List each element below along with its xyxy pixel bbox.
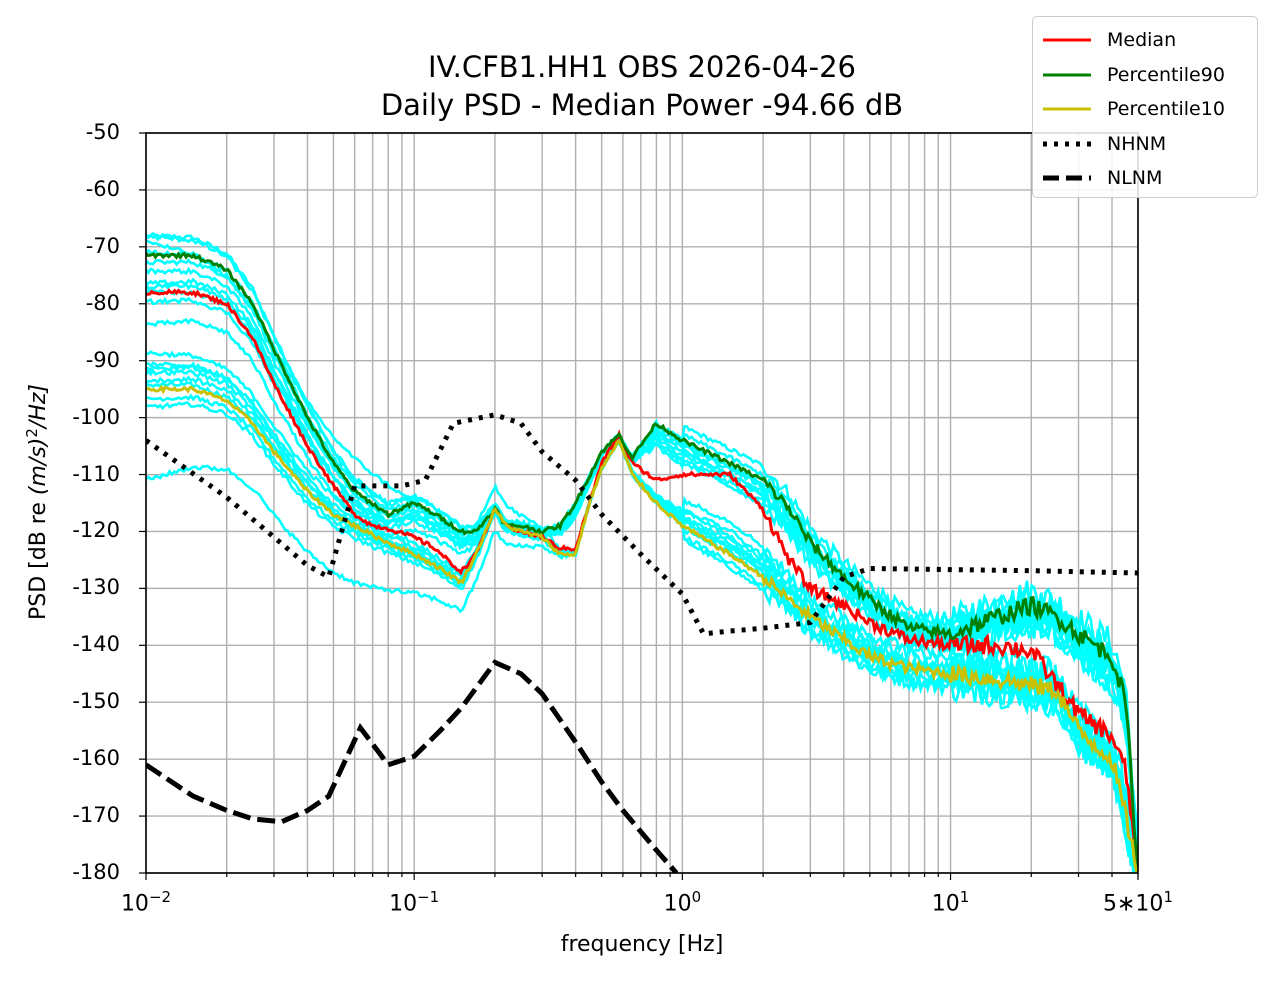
legend-swatch bbox=[1043, 141, 1091, 146]
psd-trace bbox=[146, 288, 1138, 866]
y-tick-label: -100 bbox=[72, 404, 120, 429]
psd-trace bbox=[146, 258, 1138, 862]
y-axis-label: PSD [dB re (m/s)2/Hz] bbox=[22, 383, 52, 621]
x-tick-label: 10−1 bbox=[389, 888, 440, 917]
trace-group bbox=[146, 231, 1138, 873]
legend-swatch bbox=[1043, 175, 1091, 181]
series-nhnm-line bbox=[146, 412, 1138, 637]
y-tick-label: -140 bbox=[72, 632, 120, 657]
series-nlnm-line bbox=[146, 659, 679, 873]
series-group bbox=[146, 251, 1138, 873]
series-percentile10-line bbox=[146, 384, 1138, 873]
legend-swatch bbox=[1043, 38, 1091, 42]
y-tick-label: -130 bbox=[72, 575, 120, 600]
y-tick-label: -90 bbox=[85, 347, 120, 372]
psd-trace bbox=[146, 233, 1138, 854]
x-tick-label: 10−2 bbox=[120, 888, 172, 917]
legend-swatch bbox=[1043, 73, 1091, 76]
legend-label: NHNM bbox=[1107, 132, 1167, 155]
series-percentile90-line bbox=[146, 251, 1138, 869]
y-tick-label: -170 bbox=[72, 803, 120, 828]
tick-marks bbox=[139, 132, 1139, 880]
y-tick-label: -50 bbox=[85, 120, 120, 144]
x-tick-label: 101 bbox=[931, 888, 970, 917]
y-tick-label: -150 bbox=[72, 689, 120, 714]
x-axis-label: frequency [Hz] bbox=[560, 932, 724, 957]
series-median-line bbox=[146, 288, 1138, 869]
y-tick-label: -120 bbox=[72, 518, 120, 543]
legend-item: NLNM bbox=[1033, 161, 1257, 195]
chart-subtitle: Daily PSD - Median Power -94.66 dB bbox=[380, 88, 904, 122]
legend: Median Percentile90 Percentile10 NHNM NLNM bbox=[1032, 16, 1258, 198]
legend-label: Percentile90 bbox=[1107, 63, 1225, 86]
x-tick-label: 5∗101 bbox=[1103, 888, 1173, 917]
psd-trace bbox=[146, 277, 1138, 866]
chart-title: IV.CFB1.HH1 OBS 2026-04-26 bbox=[427, 50, 857, 84]
y-tick-label: -110 bbox=[72, 461, 120, 486]
x-tick-label: 100 bbox=[663, 888, 702, 917]
psd-trace bbox=[146, 296, 1138, 873]
legend-item: Percentile90 bbox=[1033, 58, 1257, 92]
legend-label: NLNM bbox=[1107, 167, 1163, 189]
y-tick-label: -160 bbox=[72, 746, 120, 771]
legend-item: Percentile10 bbox=[1033, 92, 1257, 126]
legend-label: Percentile10 bbox=[1107, 98, 1225, 120]
y-tick-label: -60 bbox=[85, 176, 120, 201]
y-tick-label: -80 bbox=[85, 290, 120, 315]
legend-item: NHNM bbox=[1033, 127, 1257, 161]
y-tick-label: -180 bbox=[72, 860, 120, 884]
legend-label: Median bbox=[1107, 29, 1177, 51]
y-tick-label: -70 bbox=[85, 233, 120, 258]
plot-frame bbox=[145, 132, 1139, 874]
grid-lines bbox=[145, 132, 1139, 874]
legend-item: Median bbox=[1033, 23, 1257, 57]
legend-swatch bbox=[1043, 107, 1091, 111]
psd-trace bbox=[146, 281, 1138, 858]
